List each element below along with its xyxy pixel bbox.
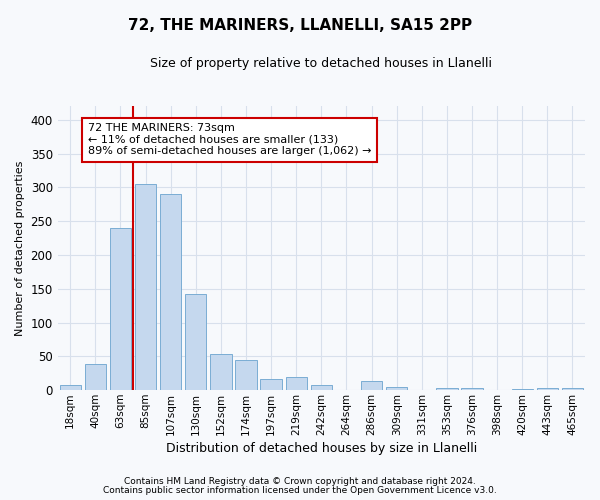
Bar — [135, 184, 156, 390]
Text: 72, THE MARINERS, LLANELLI, SA15 2PP: 72, THE MARINERS, LLANELLI, SA15 2PP — [128, 18, 472, 32]
Bar — [536, 388, 558, 390]
Bar — [461, 388, 482, 390]
Bar — [311, 384, 332, 390]
Bar — [286, 378, 307, 390]
Bar — [386, 387, 407, 390]
Bar — [59, 386, 81, 390]
Text: 72 THE MARINERS: 73sqm
← 11% of detached houses are smaller (133)
89% of semi-de: 72 THE MARINERS: 73sqm ← 11% of detached… — [88, 124, 371, 156]
Bar — [260, 378, 282, 390]
Bar — [185, 294, 206, 390]
Bar — [512, 389, 533, 390]
Bar — [361, 382, 382, 390]
Text: Contains HM Land Registry data © Crown copyright and database right 2024.: Contains HM Land Registry data © Crown c… — [124, 477, 476, 486]
Bar — [160, 194, 181, 390]
Bar — [110, 228, 131, 390]
Title: Size of property relative to detached houses in Llanelli: Size of property relative to detached ho… — [151, 58, 493, 70]
Bar — [210, 354, 232, 390]
Bar — [85, 364, 106, 390]
Bar — [562, 388, 583, 390]
X-axis label: Distribution of detached houses by size in Llanelli: Distribution of detached houses by size … — [166, 442, 477, 455]
Bar — [436, 388, 458, 390]
Text: Contains public sector information licensed under the Open Government Licence v3: Contains public sector information licen… — [103, 486, 497, 495]
Y-axis label: Number of detached properties: Number of detached properties — [15, 160, 25, 336]
Bar — [235, 360, 257, 390]
